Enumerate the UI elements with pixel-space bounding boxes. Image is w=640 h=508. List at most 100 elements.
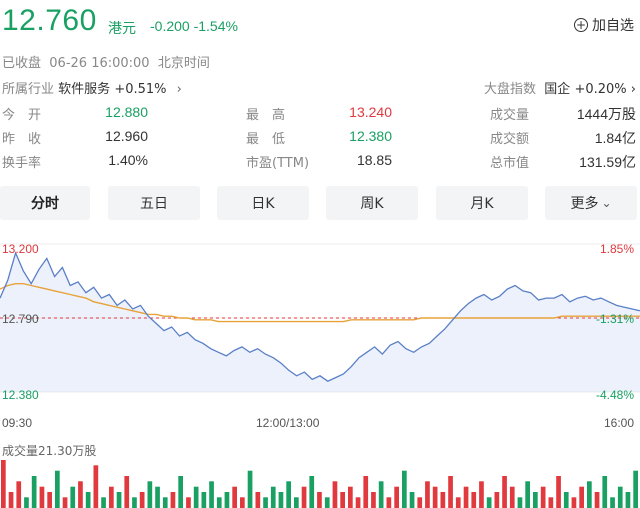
volume-bar (633, 470, 638, 508)
stat-key: 市盈(TTM) (246, 156, 310, 171)
volume-bar (440, 492, 446, 508)
volume-bar (186, 497, 191, 508)
volume-bar (371, 492, 376, 508)
volume-bar (571, 497, 577, 508)
stat-turnover-rate: 换手率 1.40% (2, 152, 148, 171)
intraday-chart[interactable]: 13.200 12.790 12.380 1.85% -1.31% -4.48%… (0, 232, 640, 432)
status-datetime: 06-26 16:00:00 (49, 56, 150, 71)
volume-bar (625, 492, 631, 508)
status-text: 已收盘 (2, 56, 42, 71)
volume-bar (224, 492, 230, 508)
pct-axis-low-label: -4.48% (595, 388, 634, 402)
volume-bar (471, 492, 477, 508)
chevron-right-icon: › (630, 82, 636, 97)
stat-market-cap: 总市值 131.59亿 (490, 152, 636, 171)
market-index-name: 国企 (544, 82, 571, 97)
volume-bar (278, 492, 284, 508)
industry-link[interactable]: 所属行业 软件服务 +0.51% › (2, 78, 182, 97)
market-index-label: 大盘指数 (484, 82, 537, 97)
add-watchlist-button[interactable]: + 加自选 (574, 15, 634, 35)
volume-bar (556, 476, 561, 508)
volume-bar (610, 497, 615, 508)
volume-bar (162, 497, 168, 508)
volume-bar (587, 481, 592, 508)
change-amount: -0.200 (150, 18, 190, 34)
volume-bar (579, 486, 584, 508)
volume-bar (533, 492, 538, 508)
stat-key: 成交额 (490, 132, 530, 147)
volume-bar (39, 486, 45, 508)
volume-bar (455, 497, 461, 508)
tab-more-label: 更多 (570, 196, 599, 212)
volume-bar (78, 481, 83, 508)
tab-weekly-k[interactable]: 周K (326, 186, 418, 220)
volume-bar (517, 497, 523, 508)
volume-bar (232, 486, 237, 508)
volume-bar (317, 492, 322, 508)
market-index-change: +0.20% (574, 82, 627, 97)
volume-bar (386, 497, 392, 508)
plus-circle-icon: + (574, 18, 588, 32)
volume-bar (409, 492, 415, 508)
volume-bar (116, 492, 122, 508)
stat-value: 12.880 (105, 104, 148, 120)
volume-bar (147, 481, 153, 508)
stat-low: 最 低 12.380 (246, 128, 392, 147)
volume-bar (109, 486, 114, 508)
stat-key: 昨 收 (2, 132, 42, 147)
last-price: 12.760 (2, 4, 97, 37)
volume-bar (502, 476, 507, 508)
volume-bar (255, 492, 261, 508)
industry-label: 所属行业 (2, 82, 55, 97)
volume-bar (594, 492, 600, 508)
volume-bar (348, 486, 353, 508)
volume-bar (8, 492, 14, 508)
industry-name: 软件服务 (58, 82, 111, 97)
chart-period-tabs: 分时 五日 日K 周K 月K 更多 ⌄ (0, 186, 640, 222)
tab-daily-k[interactable]: 日K (217, 186, 309, 220)
volume-bar (525, 481, 530, 508)
y-axis-low-label: 12.380 (2, 388, 39, 402)
change-percent: -1.54% (193, 18, 238, 34)
tab-intraday[interactable]: 分时 (0, 186, 90, 220)
average-price-line (0, 283, 640, 323)
tab-five-day[interactable]: 五日 (108, 186, 200, 220)
pct-axis-mid-label: -1.31% (595, 312, 634, 326)
volume-bar (139, 492, 145, 508)
volume-bar (509, 486, 515, 508)
x-axis-end-label: 16:00 (603, 416, 634, 430)
market-index-link[interactable]: 大盘指数 国企 +0.20% › (484, 78, 636, 97)
stat-value: 13.240 (349, 104, 392, 120)
volume-bar (24, 497, 29, 508)
tab-monthly-k[interactable]: 月K (436, 186, 528, 220)
stat-value: 12.960 (105, 128, 148, 144)
x-axis-mid-label: 12:00/13:00 (256, 416, 320, 430)
volume-bar (286, 481, 291, 508)
volume-bar (448, 476, 453, 508)
volume-bar (378, 481, 384, 508)
tab-more[interactable]: 更多 ⌄ (545, 186, 637, 220)
price-area (0, 253, 640, 392)
volume-bar (155, 486, 160, 508)
volume-bar (402, 470, 407, 508)
stat-turnover-amount: 成交额 1.84亿 (490, 128, 636, 147)
volume-bar (494, 492, 500, 508)
x-axis-start-label: 09:30 (2, 416, 33, 430)
stat-key: 总市值 (490, 156, 530, 171)
stat-key: 今 开 (2, 108, 42, 123)
volume-bar (324, 497, 330, 508)
add-watchlist-label: 加自选 (592, 18, 634, 34)
volume-bar (178, 476, 183, 508)
volume-bar (16, 481, 22, 508)
price-chart-svg (0, 243, 640, 393)
price-change: -0.200 -1.54% (150, 18, 238, 34)
volume-bar (425, 481, 430, 508)
volume-bar (309, 476, 315, 508)
volume-bar (201, 492, 207, 508)
volume-bar (263, 497, 268, 508)
volume-bar (463, 486, 469, 508)
y-axis-high-label: 13.200 (2, 242, 39, 256)
volume-bar (55, 470, 60, 508)
volume-bar (62, 497, 68, 508)
volume-bar (340, 492, 345, 508)
